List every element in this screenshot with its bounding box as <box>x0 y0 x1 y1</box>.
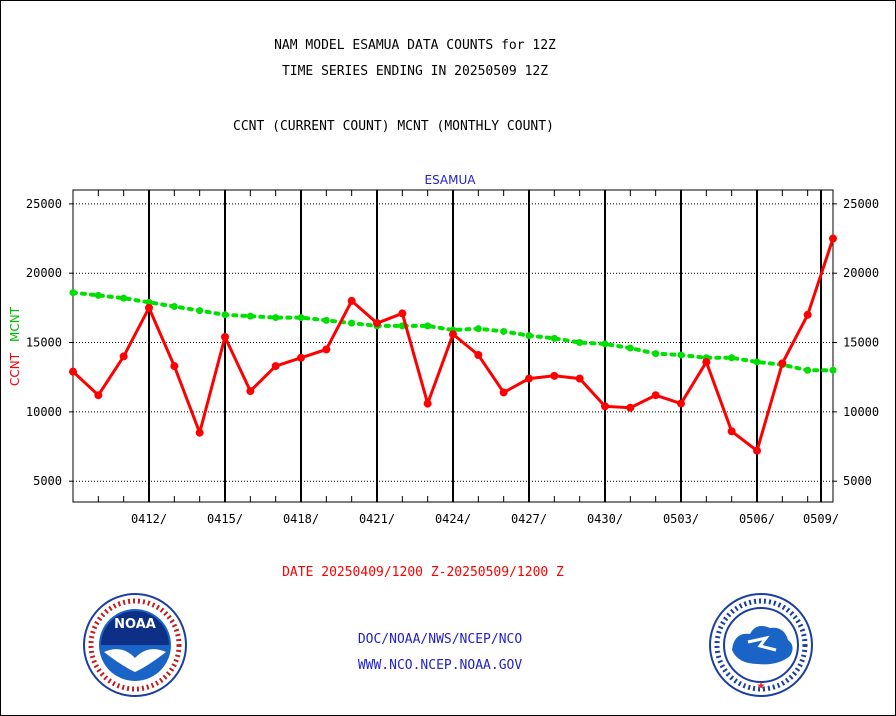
chart-title-line-2: TIME SERIES ENDING IN 20250509 12Z <box>281 64 549 79</box>
noaa-logo-icon: NOAA <box>83 593 187 697</box>
data-point-ccnt <box>246 387 255 396</box>
data-point-mcnt <box>525 332 533 340</box>
data-point-mcnt <box>576 339 584 347</box>
data-point-mcnt <box>120 294 128 302</box>
y-tick-label-right: 10000 <box>843 405 879 419</box>
data-point-ccnt <box>119 352 128 361</box>
data-point-mcnt <box>170 302 178 310</box>
data-point-mcnt <box>348 319 356 327</box>
data-point-ccnt <box>499 388 508 397</box>
data-point-ccnt <box>829 234 837 243</box>
data-point-ccnt <box>195 428 204 437</box>
y-tick-label-left: 25000 <box>26 197 62 211</box>
data-point-mcnt <box>94 291 102 299</box>
data-point-mcnt <box>550 334 558 342</box>
data-point-ccnt <box>449 330 457 339</box>
chart-title-line-1: NAM MODEL ESAMUA DATA COUNTS for 12Z <box>274 38 556 53</box>
x-tick-label: 0421/ <box>359 512 395 526</box>
y-tick-label-right: 25000 <box>843 197 879 211</box>
data-point-ccnt <box>753 446 761 455</box>
y-tick-label-left: 5000 <box>33 474 62 488</box>
data-point-mcnt <box>297 314 305 322</box>
x-tick-label: 0415/ <box>207 512 243 526</box>
data-point-ccnt <box>550 371 559 380</box>
y-tick-label-right: 15000 <box>843 336 879 350</box>
x-tick-label: 0427/ <box>511 512 547 526</box>
data-point-ccnt <box>398 309 407 318</box>
data-point-ccnt <box>221 332 229 341</box>
data-point-ccnt <box>94 391 103 400</box>
data-point-ccnt <box>474 351 483 360</box>
y-tick-label-right: 5000 <box>843 474 872 488</box>
data-point-ccnt <box>69 367 77 376</box>
data-point-mcnt <box>829 366 837 374</box>
data-point-mcnt <box>221 311 229 319</box>
x-tick-label: 0509/ <box>803 512 839 526</box>
y-axis-label-mcnt: MCNT <box>8 306 22 342</box>
data-point-mcnt <box>322 316 330 324</box>
data-point-ccnt <box>677 399 685 408</box>
data-point-ccnt <box>803 310 812 319</box>
data-point-mcnt <box>272 314 280 322</box>
data-point-mcnt <box>626 344 634 352</box>
data-point-mcnt <box>69 289 77 297</box>
data-point-ccnt <box>778 359 787 368</box>
data-point-ccnt <box>271 362 280 371</box>
data-point-mcnt <box>145 298 153 306</box>
data-point-mcnt <box>474 325 482 333</box>
data-point-mcnt <box>753 358 761 366</box>
data-point-mcnt <box>652 350 660 358</box>
x-tick-label: 0418/ <box>283 512 319 526</box>
x-tick-label: 0412/ <box>131 512 167 526</box>
y-tick-label-left: 10000 <box>26 405 62 419</box>
y-axis-label-ccnt: CCNT <box>8 352 22 386</box>
plot-title: ESAMUA <box>425 173 477 187</box>
data-point-ccnt <box>626 403 635 412</box>
x-tick-label: 0430/ <box>587 512 623 526</box>
y-tick-label-right: 20000 <box>843 266 879 280</box>
data-point-ccnt <box>373 319 381 328</box>
data-point-mcnt <box>246 312 254 320</box>
data-point-ccnt <box>347 296 356 305</box>
data-point-ccnt <box>322 345 331 354</box>
data-point-ccnt <box>702 357 711 366</box>
data-point-mcnt <box>804 366 812 374</box>
data-point-mcnt <box>601 340 609 348</box>
data-point-ccnt <box>145 303 153 312</box>
data-point-mcnt <box>196 307 204 315</box>
data-point-ccnt <box>297 353 305 362</box>
x-tick-label: 0424/ <box>435 512 471 526</box>
x-tick-label: 0506/ <box>739 512 775 526</box>
data-point-ccnt <box>525 374 533 383</box>
credit-line-2: WWW.NCO.NCEP.NOAA.GOV <box>357 658 523 673</box>
data-point-mcnt <box>500 327 508 335</box>
data-point-mcnt <box>424 322 432 330</box>
svg-text:★: ★ <box>757 681 766 692</box>
data-point-ccnt <box>727 427 736 436</box>
chart-title-line-3: CCNT (CURRENT COUNT) MCNT (MONTHLY COUNT… <box>233 119 554 134</box>
credit-line-1: DOC/NOAA/NWS/NCEP/NCO <box>357 632 523 647</box>
data-point-ccnt <box>575 374 584 383</box>
x-tick-label: 0503/ <box>663 512 699 526</box>
data-point-ccnt <box>651 391 660 400</box>
noaa-logo-text: NOAA <box>114 617 156 632</box>
nws-logo-icon: ★ <box>709 593 813 697</box>
data-point-ccnt <box>601 402 609 411</box>
y-tick-label-left: 20000 <box>26 266 62 280</box>
data-point-mcnt <box>728 354 736 362</box>
data-point-mcnt <box>677 351 685 359</box>
data-point-ccnt <box>170 362 179 371</box>
data-point-ccnt <box>423 399 432 408</box>
y-tick-label-left: 15000 <box>26 336 62 350</box>
date-range-label: DATE 20250409/1200 Z-20250509/1200 Z <box>282 565 564 580</box>
